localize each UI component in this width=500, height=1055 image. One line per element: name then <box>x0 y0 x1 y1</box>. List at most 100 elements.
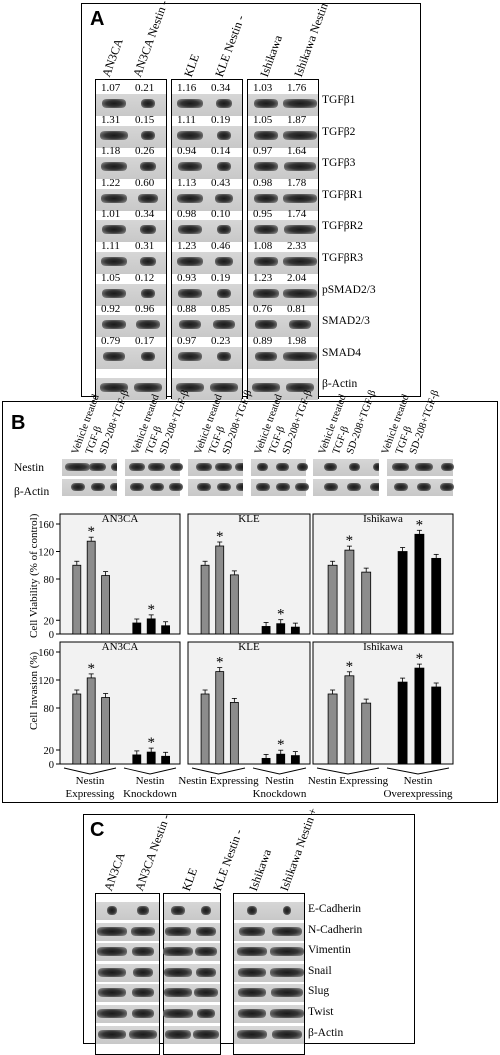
band <box>131 926 156 936</box>
bar <box>414 533 425 635</box>
density-value: 1.98 <box>287 334 307 347</box>
bar <box>161 755 171 765</box>
density-value: 1.22 <box>101 176 121 189</box>
band <box>137 906 150 915</box>
band-row <box>96 984 159 1003</box>
band <box>103 351 125 361</box>
bar <box>72 693 82 765</box>
y-tick-label: 160 <box>38 520 54 531</box>
band <box>276 463 289 471</box>
y-tick-label: 0 <box>49 630 54 641</box>
bar <box>200 564 210 635</box>
band <box>246 906 257 915</box>
band <box>101 257 127 266</box>
blot-gap <box>379 457 387 499</box>
bar <box>200 693 210 765</box>
density-value: 0.89 <box>253 334 273 347</box>
group-label: Nestin Expressing <box>65 775 115 800</box>
band-row <box>248 283 318 306</box>
band <box>129 463 145 471</box>
significance-star: * <box>346 659 354 675</box>
significance-star: * <box>277 607 285 623</box>
band-row <box>234 963 304 982</box>
bar <box>146 618 156 635</box>
density-value: 0.60 <box>135 176 155 189</box>
y-tick-label: 160 <box>38 648 54 659</box>
band-row <box>248 378 318 401</box>
band-row <box>96 1025 159 1044</box>
band <box>392 463 409 471</box>
density-value: 1.76 <box>287 82 307 94</box>
density-value: 0.81 <box>287 303 307 316</box>
density-value: 1.74 <box>287 208 307 221</box>
band <box>255 483 270 491</box>
row-label: TGFβ3 <box>322 157 356 170</box>
band-row <box>96 125 166 148</box>
band <box>132 947 155 957</box>
density-value: 0.12 <box>135 271 155 284</box>
bar <box>132 622 142 635</box>
band <box>96 1009 127 1018</box>
band-row <box>96 283 166 306</box>
band <box>132 988 155 998</box>
band-row <box>172 315 242 338</box>
band <box>97 988 126 998</box>
bar <box>431 557 442 635</box>
band <box>393 483 408 491</box>
band <box>176 383 204 393</box>
band <box>169 463 183 471</box>
density-value: 1.23 <box>177 240 197 252</box>
bar <box>146 751 156 765</box>
band-row <box>172 125 242 148</box>
band <box>216 351 232 361</box>
panel-b-label: B <box>11 412 26 434</box>
band <box>286 383 314 393</box>
band <box>165 926 191 936</box>
bar <box>215 545 225 635</box>
band <box>254 193 278 203</box>
band <box>283 225 317 235</box>
band-row <box>248 188 318 211</box>
bar <box>72 564 82 635</box>
band <box>201 906 211 915</box>
band <box>140 257 156 266</box>
row-label: TGFβR1 <box>322 188 363 201</box>
density-value: 0.79 <box>101 334 121 347</box>
band <box>196 926 216 936</box>
band-row <box>248 94 318 116</box>
bar <box>215 671 225 765</box>
group-brace <box>123 767 177 775</box>
band <box>141 288 155 298</box>
panel-c-label: C <box>90 819 105 841</box>
density-value: 1.05 <box>253 113 273 126</box>
y-tick-label: 120 <box>38 548 54 559</box>
band <box>254 351 278 361</box>
bar <box>101 575 110 635</box>
band <box>134 383 162 393</box>
band-row <box>172 283 242 306</box>
band <box>216 130 232 140</box>
band <box>102 320 126 330</box>
density-value: 0.19 <box>211 113 231 126</box>
band-row <box>172 346 242 369</box>
band <box>177 99 203 108</box>
band <box>255 320 277 330</box>
bar <box>86 540 96 635</box>
blot-label-nestin: Nestin <box>14 462 45 474</box>
band <box>215 463 232 471</box>
row-label: Vimentin <box>308 944 351 957</box>
band <box>215 257 233 266</box>
density-value: 0.46 <box>211 240 231 252</box>
band <box>101 288 127 298</box>
bar <box>261 757 271 765</box>
ylabel-viability: Cell Viability (% of control) <box>28 513 40 638</box>
bar <box>397 681 408 765</box>
density-value: 1.01 <box>101 208 121 221</box>
band <box>100 193 128 203</box>
band <box>164 967 192 977</box>
band-row <box>96 943 159 962</box>
band <box>101 225 127 235</box>
band <box>283 99 317 108</box>
density-value: 0.94 <box>177 145 197 158</box>
density-value: 0.97 <box>177 334 197 347</box>
